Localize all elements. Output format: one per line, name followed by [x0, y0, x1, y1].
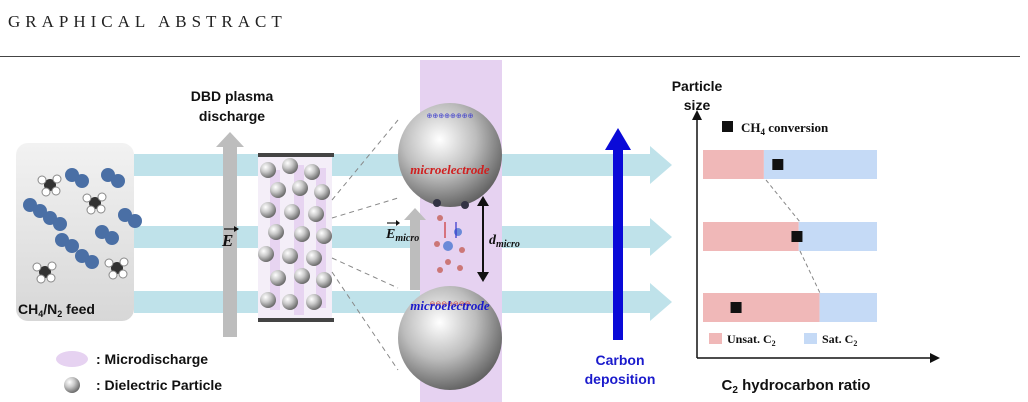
- ch4-conversion-marker-2: [791, 231, 803, 242]
- d-micro-label: dmicro: [489, 233, 520, 250]
- ch4-marker-legend: CH4 conversion: [741, 120, 829, 137]
- legend-unsat-swatch: [709, 333, 722, 344]
- feed-label: CH4/N2 feed: [18, 301, 95, 319]
- dielectric-particles: [258, 158, 332, 310]
- chart-ylabel-line2: size: [684, 97, 711, 113]
- d-micro-arrow: [477, 196, 489, 282]
- ch4-conversion-marker-3: [730, 302, 742, 313]
- microdischarge-zoom: ⊕⊕⊕⊕⊕⊕⊕⊕ ⊖⊖⊖⊖⊖⊖⊖: [398, 60, 502, 402]
- n2-molecule: [43, 211, 67, 231]
- microdischarge-swatch: [56, 351, 88, 367]
- n2-molecule: [65, 168, 89, 188]
- section-title: GRAPHICAL ABSTRACT: [8, 12, 287, 31]
- carbon-label-line2: deposition: [585, 371, 656, 387]
- n2-molecule: [23, 198, 47, 218]
- dielectric-particle-swatch: [64, 377, 80, 393]
- n2-molecule: [101, 168, 125, 188]
- bar-unsat-3: [703, 293, 820, 322]
- e-micro-label: Emicro: [385, 227, 419, 244]
- legend: [56, 351, 88, 393]
- bar-unsat-1: [703, 150, 764, 179]
- ch4-molecule: [37, 174, 62, 197]
- plasma-label-line1: DBD plasma: [191, 88, 274, 104]
- ch4-molecule: [104, 257, 129, 280]
- beam-bottom: [134, 283, 672, 321]
- svg-text:⊖⊖⊖⊖⊖⊖⊖: ⊖⊖⊖⊖⊖⊖⊖: [429, 301, 470, 308]
- zoom-lines: [331, 119, 399, 371]
- ch4-molecule: [32, 261, 57, 284]
- packed-bed-reactor: [258, 153, 334, 322]
- legend-unsat: Unsat. C2: [727, 332, 776, 348]
- legend-dielectric: : Dielectric Particle: [96, 377, 222, 393]
- electric-field-arrow: [216, 132, 244, 337]
- legend-sat-swatch: [804, 333, 817, 344]
- carbon-deposition-arrow: [605, 128, 631, 340]
- bottom-microelectrode-sphere: [398, 286, 502, 390]
- legend-microdischarge: : Microdischarge: [96, 351, 208, 367]
- n2-molecule: [55, 233, 79, 253]
- e-micro-arrow: [404, 208, 426, 290]
- ch4-conversion-marker-1: [772, 159, 784, 170]
- n2-molecule: [95, 225, 119, 245]
- carbon-label-line1: Carbon: [596, 352, 645, 368]
- chart-xlabel: C2 hydrocarbon ratio: [722, 377, 871, 396]
- top-microelectrode-sphere: [398, 103, 502, 207]
- plasma-label-line2: discharge: [199, 108, 265, 124]
- bar-sat-2: [798, 222, 877, 251]
- ch4-molecule: [82, 192, 107, 215]
- bar-sat-3: [819, 293, 877, 322]
- svg-text:⊕⊕⊕⊕⊕⊕⊕⊕: ⊕⊕⊕⊕⊕⊕⊕⊕: [427, 113, 474, 120]
- field-label: E: [221, 231, 233, 250]
- bar-unsat-2: [703, 222, 799, 251]
- header-divider: [0, 56, 1020, 57]
- microelectrode-top-label: microelectrode: [410, 162, 490, 177]
- legend-sat: Sat. C2: [822, 332, 857, 348]
- n2-molecule: [75, 249, 99, 269]
- c2-ratio-chart: [692, 110, 940, 363]
- chart-ylabel-line1: Particle: [672, 78, 723, 94]
- n2-molecule: [118, 208, 142, 228]
- molecules: [23, 168, 142, 284]
- microelectrode-bottom-label: microelectrode: [410, 298, 490, 313]
- charged-species: [433, 199, 469, 273]
- ch4-marker-legend-swatch: [722, 121, 733, 132]
